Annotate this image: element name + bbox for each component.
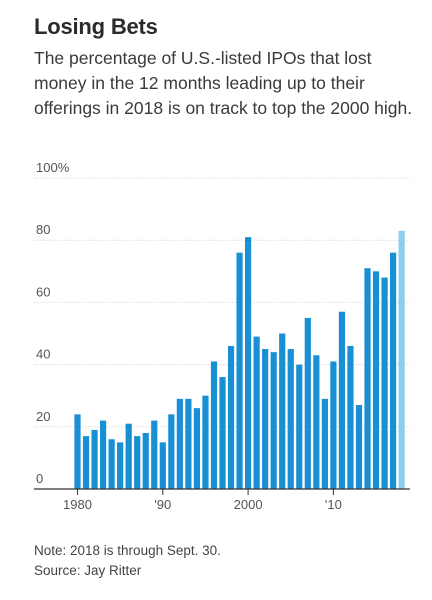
x-tick-label: 2000 <box>234 497 263 512</box>
bar <box>159 442 166 489</box>
bar <box>134 436 141 489</box>
bar <box>381 277 388 489</box>
bar <box>245 237 252 489</box>
bar <box>390 252 397 489</box>
bar <box>91 429 98 489</box>
y-tick-label: 20 <box>36 409 50 424</box>
x-tick-label: '90 <box>154 497 171 512</box>
bar <box>338 311 346 489</box>
gridlines <box>34 177 410 428</box>
bar <box>168 414 175 489</box>
bars <box>74 230 405 489</box>
bar <box>313 355 320 489</box>
bar <box>176 398 183 489</box>
bar <box>117 442 124 489</box>
bar <box>253 336 260 489</box>
bar <box>330 361 337 489</box>
y-tick-label: 100% <box>36 160 70 175</box>
bar <box>296 364 303 489</box>
bar <box>193 408 201 489</box>
bar <box>321 398 328 489</box>
bar <box>108 439 115 489</box>
bar <box>99 420 107 489</box>
x-tick-label: '10 <box>325 497 342 512</box>
page-subtitle: The percentage of U.S.-listed IPOs that … <box>34 48 413 118</box>
x-tick-label: 1980 <box>63 497 92 512</box>
bar <box>185 398 192 489</box>
bar <box>219 377 226 489</box>
bar <box>82 436 90 489</box>
bar <box>202 395 209 489</box>
chart-notes: Note: 2018 is through Sept. 30. Source: … <box>34 541 221 581</box>
y-tick-label: 80 <box>36 222 50 237</box>
bar <box>151 420 158 489</box>
bar <box>142 433 149 489</box>
bar <box>355 405 363 489</box>
bar <box>347 345 354 489</box>
y-tick-label: 0 <box>36 471 43 486</box>
bar <box>364 268 371 489</box>
y-tick-label: 60 <box>36 284 50 299</box>
bar <box>287 349 294 489</box>
bar-chart: 0 20 40 60 80 100% 1980 '90 2000 '10 <box>34 160 410 512</box>
bar <box>236 252 243 489</box>
bar <box>74 414 81 489</box>
bar <box>227 345 235 489</box>
bar <box>125 423 132 489</box>
bar <box>372 271 380 489</box>
bar <box>279 333 286 489</box>
bar <box>262 349 269 489</box>
bar <box>270 352 277 489</box>
axes: 0 20 40 60 80 100% 1980 '90 2000 '10 <box>34 160 410 512</box>
bar <box>304 317 311 489</box>
note-text: Note: 2018 is through Sept. 30. <box>34 543 221 558</box>
source-text: Source: Jay Ritter <box>34 563 142 578</box>
page-title: Losing Bets <box>34 14 158 39</box>
bar <box>398 230 405 489</box>
y-tick-label: 40 <box>36 347 50 362</box>
bar <box>210 361 218 489</box>
